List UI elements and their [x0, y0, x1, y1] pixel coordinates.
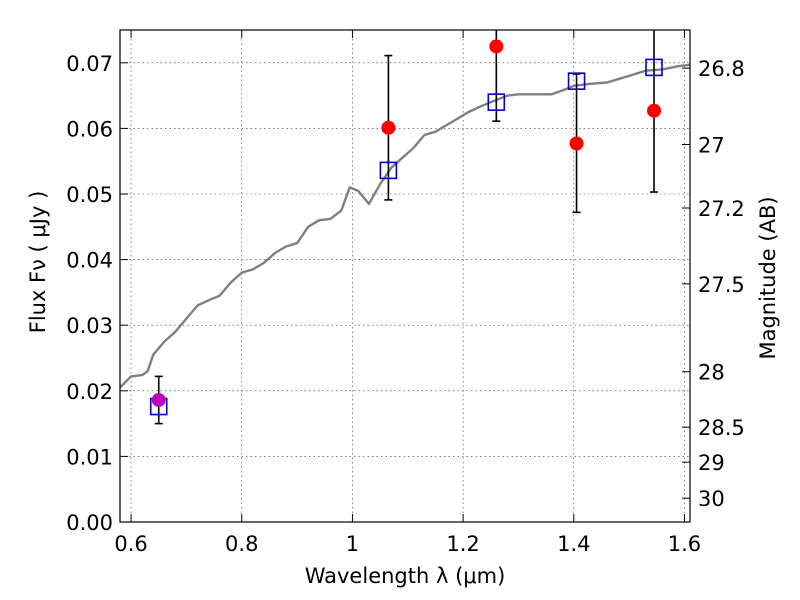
plot-area — [120, 30, 690, 425]
model-band-square — [567, 72, 586, 90]
mag-tick-label: 26.8 — [698, 57, 745, 81]
observed-point — [489, 39, 504, 54]
mag-tick-label: 30 — [698, 487, 725, 511]
y-axis-label: Flux Fν ( μJy ) — [26, 191, 50, 334]
y-axis-right-label: Magnitude (AB) — [756, 196, 780, 359]
optical-point — [151, 392, 166, 407]
mag-tick-label: 28.5 — [698, 416, 745, 440]
x-tick-label: 1 — [346, 532, 359, 556]
x-tick-label: 0.8 — [225, 532, 258, 556]
y-tick-label: 0.05 — [66, 183, 113, 207]
mag-tick-label: 29 — [698, 451, 725, 475]
y-tick-label: 0.06 — [66, 117, 113, 141]
grid-lines — [120, 30, 690, 523]
mag-tick-label: 27 — [698, 134, 725, 158]
x-tick-label: 1.2 — [446, 532, 479, 556]
y-tick-label: 0.03 — [66, 314, 113, 338]
observed-point — [381, 120, 396, 135]
mag-tick-label: 27.5 — [698, 273, 745, 297]
model-band-square — [645, 58, 663, 77]
observed-point — [569, 136, 584, 151]
y-tick-label: 0.04 — [66, 249, 113, 273]
x-tick-label: 0.6 — [114, 532, 147, 556]
model-band-square — [379, 161, 398, 180]
model-sed-line — [120, 63, 690, 389]
plot-frame — [119, 29, 691, 523]
mag-tick-label: 28 — [698, 361, 725, 385]
mag-tick-label: 27.2 — [698, 197, 745, 221]
axes: 0.6 0.8 1 1.2 1.4 1.6 0.00 0.01 0.02 0.03 0.04 0.05… — [66, 29, 745, 556]
model-band-square — [487, 93, 506, 111]
x-tick-label: 1.4 — [557, 532, 590, 556]
y-tick-label: 0.00 — [66, 511, 113, 535]
axis-labels: Wavelength λ (μm) Flux Fν ( μJy ) Magnit… — [26, 191, 780, 588]
x-axis-label: Wavelength λ (μm) — [305, 564, 506, 588]
observed-point — [647, 103, 662, 118]
y-tick-label: 0.01 — [66, 445, 113, 469]
y-tick-label: 0.02 — [66, 380, 113, 404]
y-tick-label: 0.07 — [66, 52, 113, 76]
x-tick-label: 1.6 — [668, 532, 701, 556]
